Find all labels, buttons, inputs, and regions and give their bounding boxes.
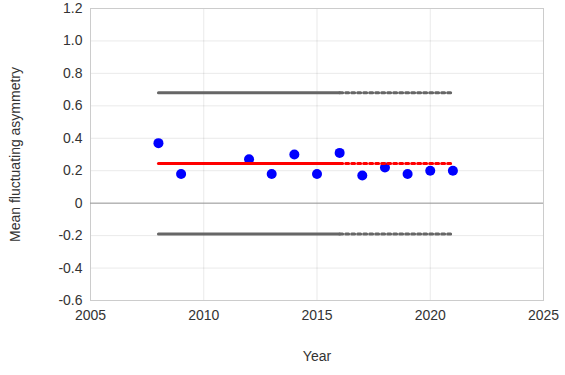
svg-text:2020: 2020	[415, 307, 446, 323]
svg-text:-0.6: -0.6	[58, 292, 82, 308]
svg-text:-0.2: -0.2	[58, 227, 82, 243]
svg-text:2010: 2010	[188, 307, 219, 323]
svg-text:1.0: 1.0	[63, 32, 83, 48]
svg-text:0.8: 0.8	[63, 65, 83, 81]
svg-text:0.6: 0.6	[63, 97, 83, 113]
svg-text:0.2: 0.2	[63, 162, 83, 178]
svg-text:2015: 2015	[301, 307, 332, 323]
svg-text:Mean fluctuating asymmetry: Mean fluctuating asymmetry	[7, 67, 23, 242]
svg-text:0.4: 0.4	[63, 130, 83, 146]
svg-text:-0.4: -0.4	[58, 260, 82, 276]
svg-text:Year: Year	[303, 348, 332, 364]
svg-text:2025: 2025	[528, 307, 559, 323]
svg-text:1.2: 1.2	[63, 0, 83, 16]
svg-text:0: 0	[75, 195, 83, 211]
svg-text:2005: 2005	[75, 307, 106, 323]
